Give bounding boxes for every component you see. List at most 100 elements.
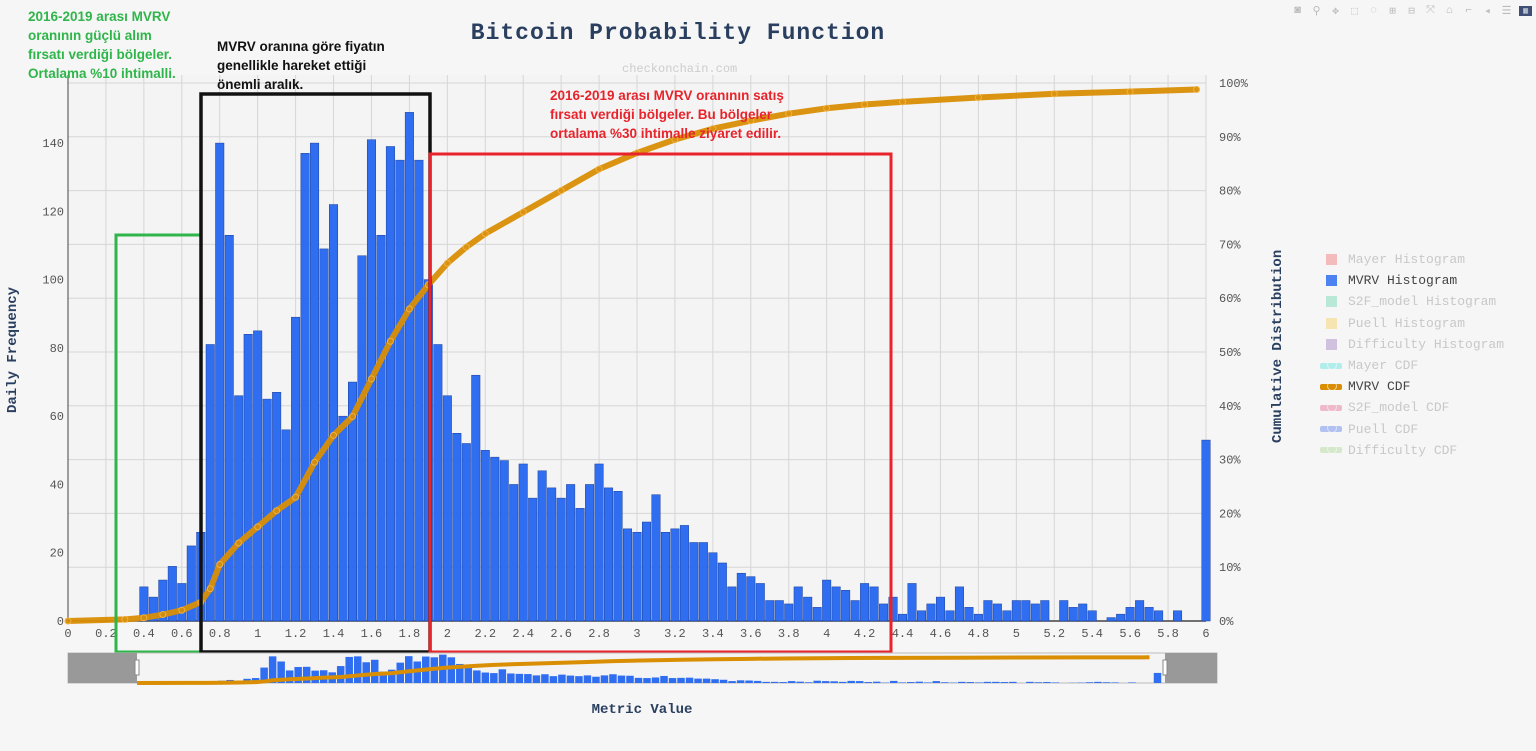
y-tick-label: 140 [42, 137, 64, 151]
histogram-bar [395, 159, 405, 622]
histogram-bar [281, 429, 291, 622]
histogram-bar [291, 316, 301, 622]
range-slider-bar [473, 670, 481, 683]
legend-label: Difficulty Histogram [1348, 336, 1505, 352]
reset-axes-icon[interactable]: ⌂ [1446, 5, 1453, 17]
x-tick-label: 0.8 [209, 627, 231, 641]
legend-item[interactable]: MVRV Histogram [1320, 270, 1504, 291]
range-slider-bar [677, 677, 685, 683]
y-tick-label: 60 [50, 410, 64, 424]
x-tick-label: 1 [254, 627, 261, 641]
hover-compare-icon[interactable]: ☰ [1501, 6, 1512, 18]
cdf-point [823, 104, 831, 112]
y2-tick-label: 30% [1219, 454, 1241, 468]
histogram-bar [812, 607, 822, 622]
histogram-bar [1021, 600, 1031, 622]
histogram-bar [376, 235, 386, 622]
legend-item[interactable]: Difficulty Histogram [1320, 334, 1504, 355]
range-slider-bar [651, 677, 660, 683]
histogram-bar [556, 497, 566, 622]
range-slider-bar [736, 680, 745, 683]
annotation-line: ortalama %30 ihtimalle ziyaret edilir. [550, 126, 782, 141]
zoom-icon[interactable]: ⚲ [1312, 6, 1321, 18]
legend-item[interactable]: Puell CDF [1320, 419, 1504, 440]
histogram-bar [679, 525, 689, 622]
pan-icon[interactable]: ✥ [1332, 6, 1339, 18]
legend-label: Puell Histogram [1348, 315, 1466, 331]
range-slider-bar [1034, 682, 1043, 683]
histogram-bar [736, 572, 746, 622]
range-slider-bar [966, 682, 975, 683]
spike-lines-icon[interactable]: ⌐ [1465, 5, 1472, 17]
x-axis-title: Metric Value [591, 702, 693, 718]
annotation-buy-zone: 2016-2019 arası MVRV oranının güçlü alım… [28, 7, 176, 83]
histogram-bar [651, 494, 661, 622]
histogram-bar [490, 456, 500, 622]
range-slider-bar [668, 678, 677, 683]
range-slider-bar [600, 675, 609, 683]
legend-item[interactable]: S2F_model CDF [1320, 397, 1504, 418]
y-tick-label: 80 [50, 342, 64, 356]
x-tick-label: 4.8 [968, 627, 990, 641]
range-slider-bar [490, 673, 498, 683]
x-tick-label: 2.2 [474, 627, 496, 641]
cdf-point [367, 375, 375, 383]
histogram-bar [357, 255, 367, 622]
x-tick-label: 3.4 [702, 627, 724, 641]
cdf-point [405, 305, 413, 313]
legend-label: MVRV Histogram [1348, 273, 1458, 289]
histogram-bar [177, 583, 187, 622]
range-slider-handle-left[interactable] [134, 659, 140, 676]
annotation-main-range: MVRV oranına göre fiyatın genellikle har… [217, 37, 385, 94]
histogram-bar [518, 463, 528, 622]
histogram-bar [765, 600, 775, 622]
range-slider-bar [617, 675, 626, 683]
legend-line-marker [1320, 380, 1342, 391]
cdf-point [785, 110, 793, 118]
range-slider-bar [992, 681, 1000, 683]
range-slider-bar [558, 674, 566, 683]
annotation-line: fırsatı verdiği bölgeler. Bu bölgeler [550, 107, 773, 122]
zoom-out-icon[interactable]: ⊟ [1408, 6, 1415, 18]
histogram-bar [499, 460, 509, 622]
annotation-line: MVRV oranına göre fiyatın [217, 39, 385, 54]
autoscale-icon[interactable]: ⤧ [1426, 5, 1435, 17]
hover-closest-icon[interactable]: ◂ [1484, 6, 1491, 18]
annotation-line: fırsatı verdiği bölgeler. [28, 47, 173, 62]
camera-icon[interactable]: ◙ [1294, 5, 1301, 17]
histogram-bar [841, 590, 851, 622]
box-select-icon[interactable]: ⬚ [1351, 6, 1358, 18]
legend-item[interactable]: Mayer CDF [1320, 355, 1504, 376]
range-slider-bar [336, 666, 345, 683]
lasso-icon[interactable]: ◌ [1370, 5, 1377, 17]
range-slider-handle-right[interactable] [1162, 659, 1168, 676]
x-tick-label: 5.6 [1119, 627, 1141, 641]
cdf-point [311, 458, 319, 466]
legend-item[interactable]: Mayer Histogram [1320, 249, 1504, 270]
range-slider-bar [889, 680, 898, 683]
legend-swatch [1326, 317, 1337, 329]
histogram-bar [575, 508, 585, 622]
range-slider-bar [1111, 682, 1119, 683]
y-tick-label: 40 [50, 478, 64, 492]
legend-item[interactable]: Puell Histogram [1320, 313, 1504, 334]
plotly-logo-icon[interactable]: ▥ [1519, 6, 1532, 16]
range-slider-bar [915, 681, 924, 683]
legend-item[interactable]: S2F_model Histogram [1320, 291, 1504, 312]
histogram-bar [253, 330, 263, 622]
x-tick-label: 0.2 [95, 627, 117, 641]
histogram-bar [632, 531, 642, 622]
histogram-bar [689, 542, 699, 622]
zoom-in-icon[interactable]: ⊞ [1389, 6, 1396, 18]
cdf-point [121, 615, 129, 623]
x-tick-label: 5.8 [1157, 627, 1179, 641]
x-tick-label: 0.6 [171, 627, 193, 641]
range-slider-bar [634, 677, 643, 683]
range-slider-bar [541, 674, 549, 683]
histogram-bar [471, 374, 481, 622]
range-slider-bar [813, 680, 821, 683]
cdf-point [443, 259, 451, 267]
legend-item[interactable]: MVRV CDF [1320, 376, 1504, 397]
legend-item[interactable]: Difficulty CDF [1320, 440, 1504, 461]
range-slider-bar [728, 681, 736, 683]
